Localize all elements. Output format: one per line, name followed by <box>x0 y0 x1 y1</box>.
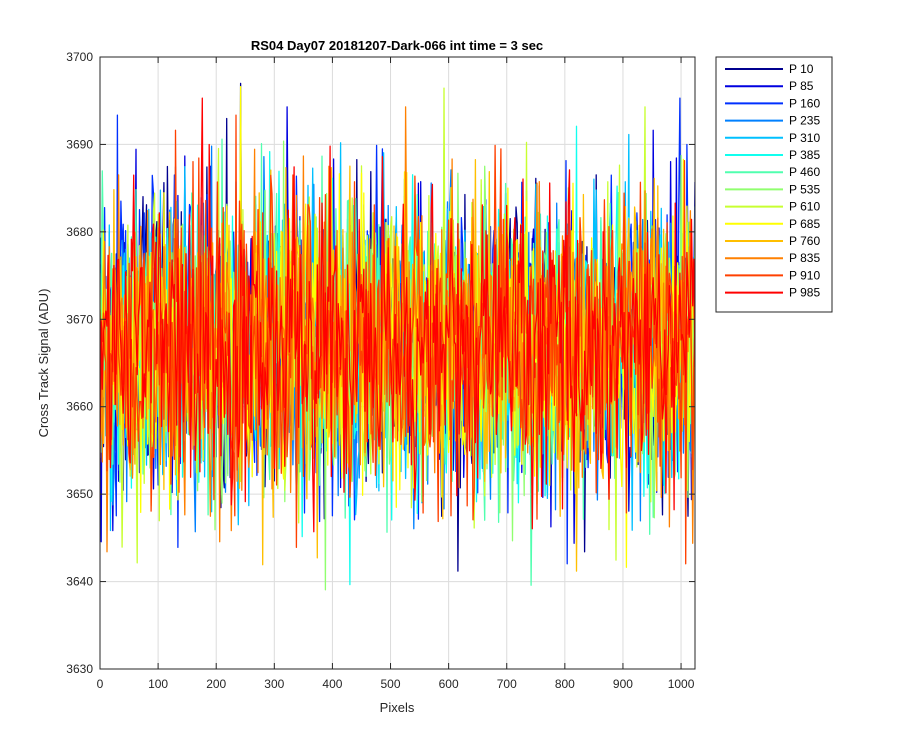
legend-entry: P 385 <box>789 148 820 162</box>
legend-entry: P 535 <box>789 182 820 196</box>
ticks: 0 100 200 300 400 500 600 700 800 900 1000 3630 3640… <box>66 50 695 691</box>
legend-entry: P 85 <box>789 79 814 93</box>
y-tick-label: 3680 <box>66 225 93 239</box>
y-tick-label: 3650 <box>66 487 93 501</box>
y-tick-label: 3630 <box>66 662 93 676</box>
legend-box <box>715 56 833 313</box>
x-tick-label: 500 <box>381 677 401 691</box>
chart-title: RS04 Day07 20181207-Dark-066 int time = … <box>251 38 543 53</box>
x-tick-label: 200 <box>206 677 226 691</box>
legend-entry: P 910 <box>789 268 820 282</box>
legend-entry: P 460 <box>789 165 820 179</box>
legend-entry: P 235 <box>789 114 820 128</box>
legend-entry: P 760 <box>789 234 820 248</box>
legend-entry: P 10 <box>789 62 814 76</box>
y-tick-label: 3660 <box>66 400 93 414</box>
legend-entry: P 985 <box>789 286 820 300</box>
y-tick-label: 3670 <box>66 312 93 326</box>
x-tick-label: 300 <box>264 677 284 691</box>
x-tick-label: 0 <box>97 677 104 691</box>
legend-entry: P 160 <box>789 96 820 110</box>
y-tick-label: 3690 <box>66 137 93 151</box>
series-layer <box>100 82 695 591</box>
x-tick-label: 100 <box>148 677 168 691</box>
x-axis-title: Pixels <box>380 700 415 715</box>
x-tick-label: 800 <box>555 677 575 691</box>
legend-entry: P 310 <box>789 131 820 145</box>
y-tick-label: 3640 <box>66 575 93 589</box>
x-tick-label: 400 <box>322 677 342 691</box>
legend-entry: P 685 <box>789 217 820 231</box>
y-tick-label: 3700 <box>66 50 93 64</box>
legend: P 10 P 85 P 160 P 235 P 310 P 385 P 460 P 535 P … <box>715 56 833 313</box>
series-line-p910 <box>100 114 695 565</box>
y-axis-title: Cross Track Signal (ADU) <box>36 289 51 438</box>
legend-entry: P 835 <box>789 251 820 265</box>
x-tick-label: 900 <box>613 677 633 691</box>
x-tick-label: 1000 <box>668 677 695 691</box>
x-tick-label: 600 <box>439 677 459 691</box>
legend-entry: P 610 <box>789 200 820 214</box>
x-tick-label: 700 <box>497 677 517 691</box>
series-line-p985 <box>100 97 695 533</box>
plot-border <box>99 56 696 670</box>
